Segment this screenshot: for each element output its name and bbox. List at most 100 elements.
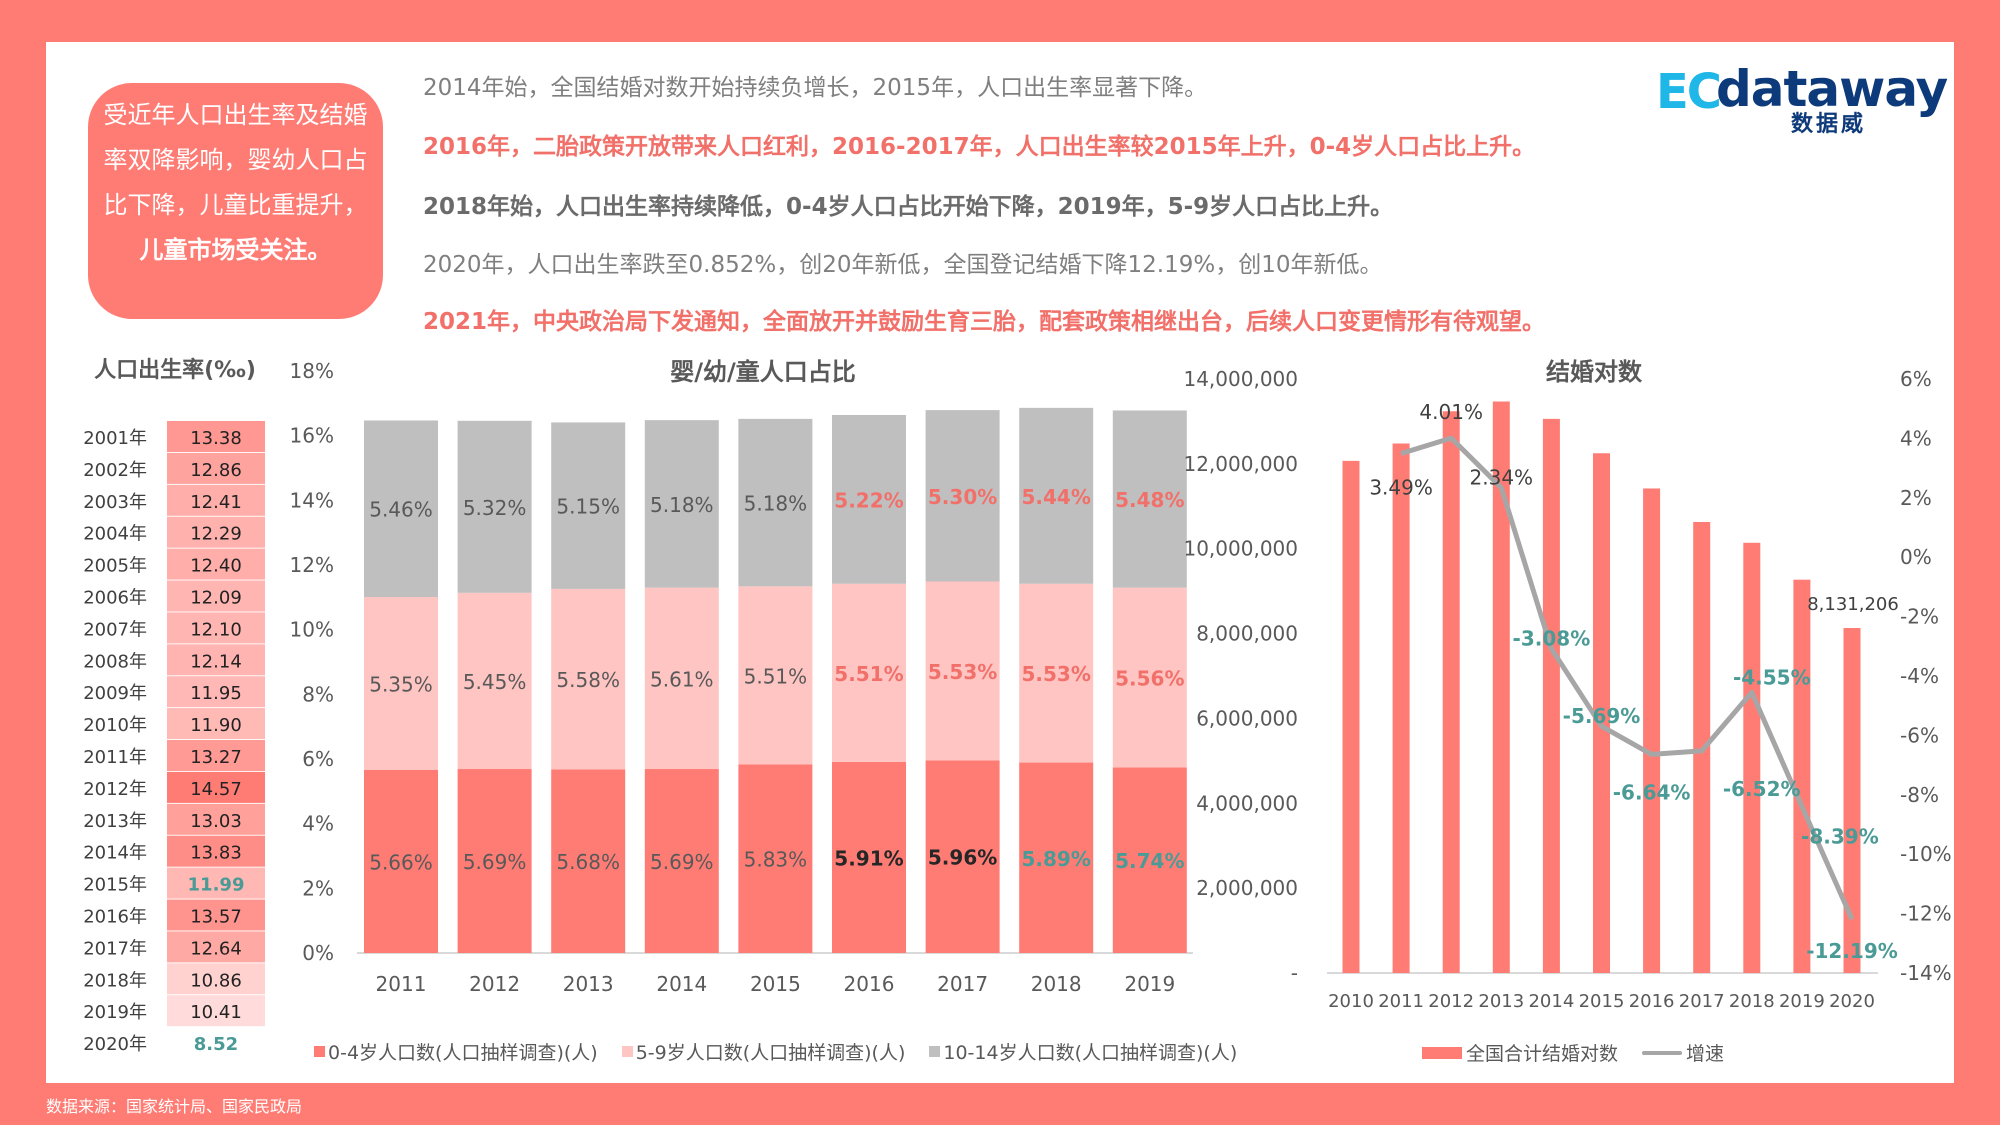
- y-tick-label: 14%: [290, 488, 334, 512]
- x-tick-label: 2018: [1729, 991, 1775, 1012]
- line-data-label: 3.49%: [1369, 476, 1433, 500]
- segment-data-label: 5.44%: [1022, 485, 1091, 509]
- segment-data-label: 5.69%: [463, 850, 527, 874]
- legend-swatch: [1642, 1050, 1683, 1055]
- birth-rate-value: 13.27: [190, 747, 242, 768]
- x-tick-label: 2012: [469, 972, 520, 996]
- line-data-label: -3.08%: [1513, 627, 1591, 651]
- segment-data-label: 5.46%: [369, 498, 433, 522]
- birth-rate-cell: [167, 867, 265, 899]
- birth-rate-value: 12.29: [190, 524, 242, 545]
- birth-rate-cell: [167, 899, 265, 931]
- birth-rate-cell: [167, 708, 265, 740]
- segment-data-label: 5.69%: [650, 850, 714, 874]
- note-line-4: 2020年，人口出生率跌至0.852%，创20年新低，全国登记结婚下降12.19…: [423, 252, 1383, 278]
- x-tick-label: 2019: [1124, 972, 1175, 996]
- y-tick-label: 10%: [290, 618, 334, 642]
- stack-segment: [644, 769, 719, 953]
- legend-swatch: [314, 1046, 325, 1057]
- x-tick-label: 2014: [1528, 991, 1574, 1012]
- birth-rate-value: 12.09: [190, 588, 242, 609]
- birth-rate-value: 11.90: [190, 715, 242, 736]
- segment-data-label: 5.66%: [369, 850, 433, 874]
- birth-rate-year: 2001年: [83, 428, 147, 449]
- logo-cn: 数据威: [1791, 112, 1867, 137]
- x-tick-label: 2019: [1779, 991, 1825, 1012]
- legend-swatch: [1422, 1046, 1462, 1059]
- stack-segment: [1019, 762, 1094, 953]
- marriage-bar: [1342, 460, 1360, 973]
- birth-rate-cell: [167, 421, 265, 452]
- marriage-bar: [1492, 401, 1510, 973]
- birth-rate-value: 13.38: [190, 428, 242, 449]
- segment-data-label: 5.53%: [928, 660, 997, 684]
- birth-rate-cell: [167, 612, 265, 644]
- stack-segment: [1112, 410, 1187, 588]
- birth-rate-cell: [167, 580, 265, 612]
- birth-rate-value: 10.41: [190, 1002, 242, 1023]
- x-tick-label: 2013: [1478, 991, 1524, 1012]
- legend-0-4: 0-4岁人口数(人口抽样调查)(人): [314, 1038, 598, 1065]
- birth-rate-value: 12.64: [190, 938, 242, 959]
- line-data-label: -4.55%: [1733, 665, 1811, 689]
- marriage-bar: [1392, 443, 1410, 973]
- segment-data-label: 5.22%: [834, 488, 903, 512]
- birth-rate-year: 2017年: [83, 938, 147, 959]
- summary-callout: 受近年人口出生率及结婚率双降影响，婴幼人口占比下降，儿童比重提升， 儿童市场受关注…: [88, 83, 383, 319]
- stack-segment: [1112, 587, 1187, 768]
- note-line-5: 2021年，中央政治局下发通知，全面放开并鼓励生育三胎，配套政策相继出台，后续人…: [423, 309, 1546, 335]
- y-left-tick-label: -: [1291, 961, 1298, 985]
- line-data-label: -8.39%: [1801, 824, 1879, 848]
- segment-data-label: 5.68%: [556, 850, 620, 874]
- stack-segment: [644, 420, 719, 588]
- birth-rate-year: 2012年: [83, 779, 147, 800]
- birth-rate-value: 12.14: [190, 651, 242, 672]
- segment-data-label: 5.58%: [556, 668, 620, 692]
- birth-rate-year: 2002年: [83, 460, 147, 481]
- birth-rate-cell: [167, 803, 265, 835]
- bar-data-label: 8,131,206: [1807, 594, 1899, 615]
- birth-rate-year: 2010年: [83, 715, 147, 736]
- birth-rate-value: 11.99: [188, 875, 245, 896]
- callout-text-bold: 儿童市场受关注。: [139, 236, 332, 264]
- segment-data-label: 5.30%: [928, 485, 997, 509]
- y-right-tick-label: -12%: [1900, 902, 1952, 926]
- ecdataway-logo: EC dataway 数据威: [1656, 60, 1948, 137]
- note-line-2: 2016年，二胎政策开放带来人口红利，2016-2017年，人口出生率较2015…: [423, 134, 1536, 160]
- note-line-1: 2014年始，全国结婚对数开始持续负增长，2015年，人口出生率显著下降。: [423, 75, 1208, 101]
- x-tick-label: 2017: [937, 972, 988, 996]
- stack-segment: [1112, 767, 1187, 953]
- segment-data-label: 5.74%: [1115, 849, 1184, 873]
- stack-segment: [925, 760, 1000, 953]
- stack-segment: [832, 583, 906, 762]
- stack-segment: [364, 597, 438, 770]
- segment-data-label: 5.15%: [556, 495, 620, 519]
- y-right-tick-label: -14%: [1900, 961, 1952, 985]
- marriage-bar: [1743, 542, 1761, 973]
- x-tick-label: 2012: [1428, 991, 1474, 1012]
- stack-segment: [364, 420, 438, 598]
- birth-rate-value: 11.95: [190, 683, 242, 704]
- birth-rate-cell: [167, 740, 265, 771]
- growth-line: [1400, 435, 1855, 921]
- stack-segment: [738, 586, 813, 765]
- y-tick-label: 2%: [302, 876, 334, 900]
- y-right-tick-label: 0%: [1900, 545, 1932, 569]
- birth-rate-year: 2016年: [83, 907, 147, 928]
- y-right-tick-label: -2%: [1900, 605, 1939, 629]
- legend-label: 5-9岁人口数(人口抽样调查)(人): [635, 1042, 906, 1064]
- birth-rate-year: 2020年: [83, 1034, 147, 1055]
- x-tick-label: 2011: [1378, 991, 1424, 1012]
- marriage-bar: [1542, 418, 1560, 974]
- stack-segment: [364, 769, 438, 953]
- legend-swatch: [621, 1046, 633, 1057]
- y-left-tick-label: 6,000,000: [1196, 706, 1298, 730]
- marriage-bar: [1843, 628, 1861, 973]
- stack-segment: [551, 769, 626, 953]
- x-tick-label: 2014: [656, 972, 707, 996]
- line-data-label: 2.34%: [1470, 466, 1534, 490]
- segment-data-label: 5.96%: [928, 846, 997, 870]
- birth-rate-year: 2003年: [83, 492, 147, 513]
- x-tick-label: 2013: [563, 972, 614, 996]
- birth-rate-cell: [167, 771, 265, 803]
